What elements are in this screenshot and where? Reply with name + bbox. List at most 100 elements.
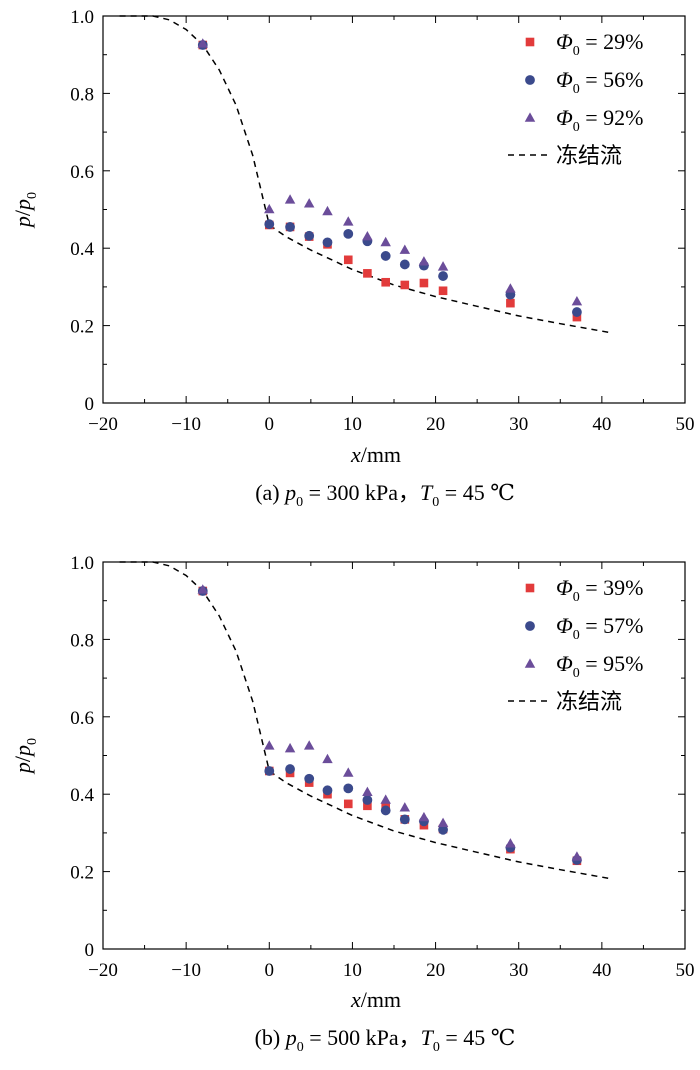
legend-marker-circle [525, 621, 535, 631]
x-tick-label: 10 [343, 414, 362, 435]
y-tick-label: 0.2 [70, 863, 94, 884]
data-point-triangle [303, 740, 315, 750]
y-tick-label: 0.8 [70, 630, 94, 651]
data-point-square [363, 801, 372, 811]
x-tick-label: 50 [676, 960, 695, 981]
data-point-triangle [418, 811, 430, 822]
data-point-triangle [197, 38, 209, 48]
x-tick-label: 40 [592, 960, 611, 981]
data-point-circle [304, 230, 315, 241]
y-tick-label: 0 [85, 940, 95, 961]
series-square [198, 40, 582, 322]
data-point-triangle [437, 817, 449, 828]
legend-marker-square [525, 37, 535, 47]
y-tick-label: 1.0 [70, 553, 94, 574]
data-point-triangle [264, 203, 275, 214]
data-point-triangle [505, 838, 516, 848]
data-point-circle [362, 795, 373, 805]
data-point-triangle [264, 740, 275, 750]
y-tick-label: 0.6 [70, 162, 94, 183]
legend-label: Φ0 = 56% [556, 67, 643, 97]
data-point-square [343, 255, 353, 265]
panel-caption: (b) p0 = 500 kPa，T0 = 45 ℃ [255, 1025, 516, 1055]
data-point-triangle [284, 742, 296, 753]
data-point-circle [285, 222, 295, 232]
data-point-circle [343, 783, 354, 794]
data-point-triangle [380, 236, 391, 247]
x-axis-label: x/mm [350, 987, 401, 1012]
data-point-square [343, 799, 353, 809]
data-point-circle [343, 228, 354, 239]
data-point-triangle [418, 256, 430, 266]
data-point-circle [322, 237, 333, 248]
data-point-triangle [437, 261, 449, 271]
y-tick-label: 0 [85, 394, 95, 415]
data-point-triangle [399, 244, 411, 254]
data-point-triangle [399, 802, 411, 812]
series-triangle [197, 38, 583, 306]
legend-label: Φ0 = 57% [556, 613, 643, 643]
x-tick-label: 20 [426, 960, 445, 981]
data-point-circle [264, 219, 275, 230]
x-tick-label: 0 [265, 414, 275, 435]
y-tick-label: 0.2 [70, 317, 94, 338]
data-point-square [438, 286, 448, 296]
data-point-circle [322, 785, 333, 796]
data-point-circle [399, 814, 410, 825]
legend: Φ0 = 39% Φ0 = 57% Φ0 = 95% 冻结流 [508, 575, 643, 714]
data-point-triangle [571, 296, 583, 306]
x-tick-label: 10 [343, 960, 362, 981]
data-point-triangle [343, 216, 354, 226]
y-axis-label: p/p0 [10, 738, 40, 775]
data-point-triangle [284, 194, 296, 204]
legend: Φ0 = 29% Φ0 = 56% Φ0 = 92% 冻结流 [508, 29, 643, 168]
data-point-circle [264, 766, 275, 776]
legend-marker-circle [525, 75, 535, 85]
data-point-square [381, 277, 390, 287]
x-tick-label: 50 [676, 414, 695, 435]
data-point-circle [438, 824, 448, 835]
y-tick-label: 0.4 [70, 785, 94, 806]
x-tick-label: 40 [592, 414, 611, 435]
data-point-circle [572, 307, 582, 317]
frozen-flow-line [119, 561, 611, 880]
x-tick-label: −20 [88, 960, 118, 981]
legend-marker-square [525, 583, 535, 593]
legend-label-frozen-flow: 冻结流 [556, 689, 622, 714]
data-point-triangle [322, 753, 333, 764]
data-point-square [506, 298, 515, 308]
x-tick-label: 20 [426, 414, 445, 435]
data-point-circle [304, 773, 315, 784]
data-point-circle [438, 271, 448, 281]
series-triangle [197, 584, 583, 861]
data-point-triangle [571, 851, 583, 861]
data-point-circle [285, 764, 295, 774]
data-point-square [572, 312, 582, 322]
y-tick-label: 1.0 [70, 7, 94, 28]
data-point-triangle [343, 767, 354, 777]
x-tick-label: 30 [509, 960, 528, 981]
data-point-triangle [197, 584, 209, 594]
legend-label: Φ0 = 92% [556, 105, 643, 135]
data-point-triangle [380, 794, 391, 804]
data-point-circle [380, 251, 391, 261]
legend-marker-triangle [524, 112, 536, 122]
data-point-circle [399, 259, 410, 270]
data-point-square [419, 278, 429, 288]
x-tick-label: 30 [509, 414, 528, 435]
y-tick-label: 0.8 [70, 84, 94, 105]
x-tick-label: 0 [265, 960, 275, 981]
data-point-triangle [505, 283, 516, 293]
data-point-triangle [362, 786, 373, 797]
chart-panel-b: −20 −10 0 10 20 30 40 50 0 0.2 0.4 0.6 0.8 1.0 Φ0 = 39… [10, 553, 695, 1055]
x-tick-label: −10 [171, 414, 201, 435]
data-point-circle [380, 805, 391, 816]
x-axis-label: x/mm [350, 442, 401, 467]
legend-marker-triangle [524, 658, 536, 668]
frozen-flow-line [119, 15, 611, 334]
series-circle [197, 40, 582, 317]
legend-label: Φ0 = 95% [556, 651, 643, 681]
data-point-triangle [303, 198, 315, 208]
series-circle [197, 586, 582, 865]
